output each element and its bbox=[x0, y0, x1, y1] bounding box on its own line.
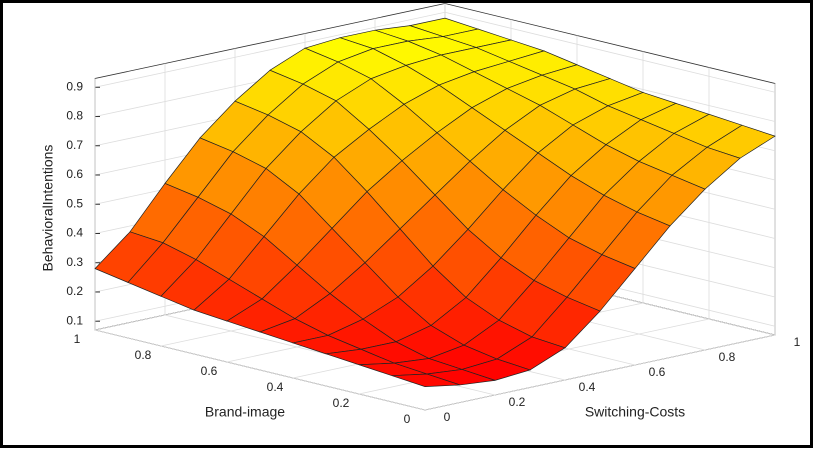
x-tick-label: 0.2 bbox=[509, 395, 526, 409]
y-tick-label: 0.4 bbox=[267, 380, 284, 394]
z-tick-label: 0.9 bbox=[66, 79, 83, 93]
y-tick-label: 0.8 bbox=[135, 348, 152, 362]
x-axis-label: Switching-Costs bbox=[585, 404, 685, 420]
chart: Brand-image Switching-Costs BehavioralIn… bbox=[40, 2, 801, 426]
z-tick-label: 0.2 bbox=[66, 284, 83, 298]
z-tick-label: 0.3 bbox=[66, 255, 83, 269]
z-tick-label: 0.7 bbox=[66, 138, 83, 152]
z-tick-label: 0.5 bbox=[66, 196, 83, 210]
x-tick-label: 1 bbox=[794, 335, 801, 349]
x-tick-label: 0.4 bbox=[579, 380, 596, 394]
x-tick-label: 0.6 bbox=[649, 365, 666, 379]
z-tick-label: 0.8 bbox=[66, 109, 83, 123]
y-tick-label: 0 bbox=[404, 412, 411, 426]
surface-patch bbox=[391, 373, 461, 387]
x-tick-label: 0 bbox=[444, 410, 451, 424]
y-tick-label: 0.6 bbox=[201, 364, 218, 378]
x-tick-label: 0.8 bbox=[719, 350, 736, 364]
z-tick-label: 0.1 bbox=[66, 313, 83, 327]
y-axis-label: Brand-image bbox=[205, 404, 285, 420]
z-axis-label: BehavioralIntentions bbox=[40, 145, 56, 272]
grid-line bbox=[424, 83, 776, 411]
z-tick-label: 0.4 bbox=[66, 226, 83, 240]
y-tick-label: 1 bbox=[74, 332, 81, 346]
y-tick-label: 0.2 bbox=[333, 396, 350, 410]
z-tick-label: 0.6 bbox=[66, 167, 83, 181]
